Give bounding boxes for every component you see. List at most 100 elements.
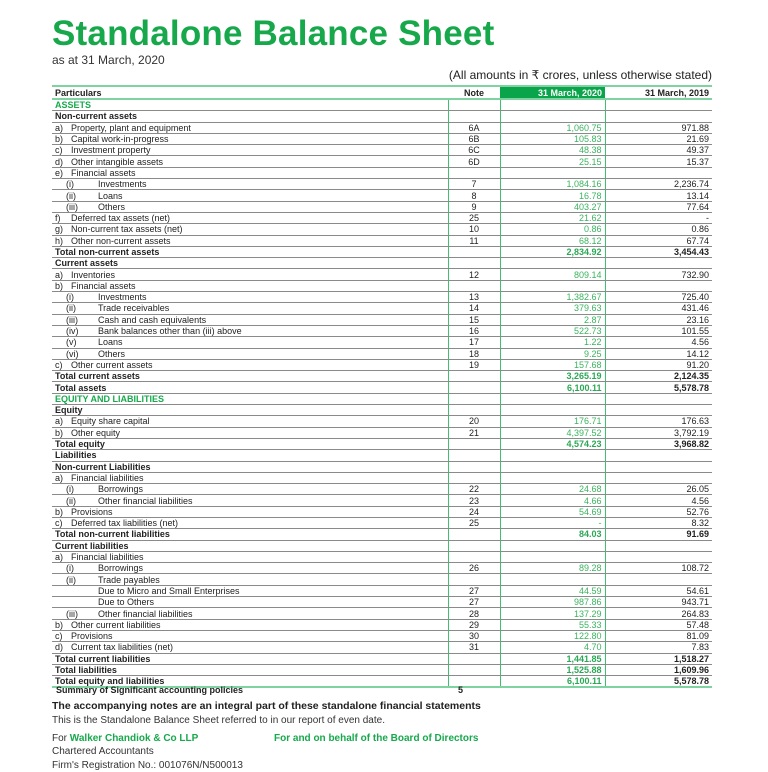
table-row: a) Financial liabilities (52, 472, 712, 485)
row-particulars: Due to Micro and Small Enterprises (52, 585, 448, 598)
row-note (447, 370, 500, 383)
row-particulars: b) Capital work-in-progress (52, 133, 448, 146)
row-note: 24 (447, 506, 500, 518)
row-note: 30 (447, 630, 500, 643)
table-row: (iii) Others 9 403.27 77.64 (52, 201, 712, 213)
row-value-2020 (499, 573, 606, 586)
summary-label: Summary of Significant accounting polici… (56, 685, 244, 695)
table-row: Total equity and liabilities 6,100.11 5,57… (52, 675, 712, 689)
row-note (447, 528, 500, 541)
row-value-2020: 44.59 (499, 585, 606, 598)
row-particulars: ASSETS (52, 99, 448, 112)
row-value-2019: 7.83 (605, 641, 712, 654)
table-row: (i) Borrowings 26 89.28 108.72 (52, 562, 712, 575)
header-2019: 31 March, 2019 (605, 85, 712, 100)
row-note (447, 449, 500, 462)
row-label: EQUITY AND LIABILITIES (55, 393, 165, 404)
row-value-2019 (605, 540, 712, 552)
row-value-2019 (605, 472, 712, 485)
row-value-2019: 725.40 (605, 291, 712, 304)
row-value-2020: 987.86 (499, 596, 606, 609)
row-particulars: (i) Borrowings (52, 562, 448, 575)
row-prefix: b) (55, 427, 64, 438)
header-note: Note (448, 85, 500, 100)
row-label: Trade receivables (98, 303, 170, 314)
row-note: 14 (447, 302, 500, 315)
table-body: ASSETS Non-current assets a) Property, plan… (52, 99, 712, 689)
row-value-2019: 1,609.96 (605, 664, 712, 677)
row-value-2020: 0.86 (499, 223, 606, 236)
row-particulars: b) Financial assets (52, 280, 448, 293)
row-note: 28 (447, 607, 500, 620)
row-particulars: f) Deferred tax assets (net) (52, 212, 448, 225)
row-value-2019: 971.88 (605, 122, 712, 134)
row-value-2020: 68.12 (499, 235, 606, 247)
row-value-2019: 108.72 (605, 562, 712, 575)
row-prefix: a) (55, 472, 64, 483)
row-value-2020: 137.29 (499, 607, 606, 620)
row-value-2019: 4.56 (605, 494, 712, 507)
table-row: a) Inventories 12 809.14 732.90 (52, 268, 712, 281)
row-label: Borrowings (98, 563, 144, 574)
row-prefix: e) (55, 167, 64, 178)
row-value-2019: 57.48 (605, 619, 712, 631)
row-label: Borrowings (98, 484, 144, 495)
row-label: Other intangible assets (71, 156, 164, 167)
row-label: Property, plant and equipment (71, 122, 191, 133)
row-particulars: (ii) Other financial liabilities (52, 494, 448, 507)
row-value-2020: 4.70 (499, 641, 606, 654)
row-label: Others (98, 348, 126, 359)
firm-registration: Firm's Registration No.: 001076N/N500013 (52, 760, 243, 771)
row-label: Inventories (71, 269, 116, 280)
row-label: Provisions (71, 506, 113, 517)
row-value-2020: 379.63 (499, 302, 606, 315)
row-note: 25 (447, 517, 500, 530)
row-particulars: (i) Investments (52, 291, 448, 304)
row-value-2019: 264.83 (605, 607, 712, 620)
row-value-2019: 13.14 (605, 189, 712, 202)
row-prefix: (i) (66, 292, 74, 303)
row-particulars: (iii) Cash and cash equivalents (52, 314, 448, 326)
row-prefix: a) (55, 269, 64, 280)
row-value-2020: 48.38 (499, 144, 606, 157)
row-particulars: d) Other intangible assets (52, 155, 448, 168)
row-note (447, 653, 500, 665)
row-particulars: (iii) Others (52, 201, 448, 213)
row-label: Financial liabilities (71, 472, 144, 483)
row-note: 12 (447, 268, 500, 281)
row-particulars: Equity (52, 404, 448, 417)
row-particulars: a) Financial liabilities (52, 551, 448, 564)
row-value-2020: 9.25 (499, 348, 606, 360)
row-note: 19 (447, 359, 500, 372)
row-value-2019: 54.61 (605, 585, 712, 598)
row-label: Total assets (55, 382, 107, 393)
summary-note: 5 (458, 685, 464, 695)
row-value-2020: 6,100.11 (499, 675, 606, 689)
row-value-2019: 1,518.27 (605, 653, 712, 665)
row-value-2019: 431.46 (605, 302, 712, 315)
row-note: 10 (447, 223, 500, 236)
row-particulars: (iv) Bank balances other than (iii) above (52, 325, 448, 338)
row-label: Cash and cash equivalents (98, 314, 207, 325)
row-label: Other equity (71, 427, 121, 438)
row-label: Investments (98, 292, 147, 303)
row-value-2020: 89.28 (499, 562, 606, 575)
row-particulars: Due to Others (52, 596, 448, 609)
header-particulars: Particulars (52, 85, 448, 100)
row-value-2020 (499, 540, 606, 552)
row-note (447, 381, 500, 394)
row-particulars: a) Inventories (52, 268, 448, 281)
row-label: Due to Micro and Small Enterprises (98, 585, 240, 596)
row-note: 22 (447, 483, 500, 496)
row-value-2020: 809.14 (499, 268, 606, 281)
row-prefix: c) (55, 518, 63, 529)
row-note (447, 664, 500, 677)
row-value-2020 (499, 393, 606, 406)
row-value-2019: 49.37 (605, 144, 712, 157)
row-value-2020: 1,060.75 (499, 122, 606, 134)
row-value-2019: 26.05 (605, 483, 712, 496)
row-prefix: g) (55, 224, 64, 235)
row-particulars: Total liabilities (52, 664, 448, 677)
row-value-2020 (499, 472, 606, 485)
table-row: Total equity 4,574.23 3,968.82 (52, 438, 712, 451)
